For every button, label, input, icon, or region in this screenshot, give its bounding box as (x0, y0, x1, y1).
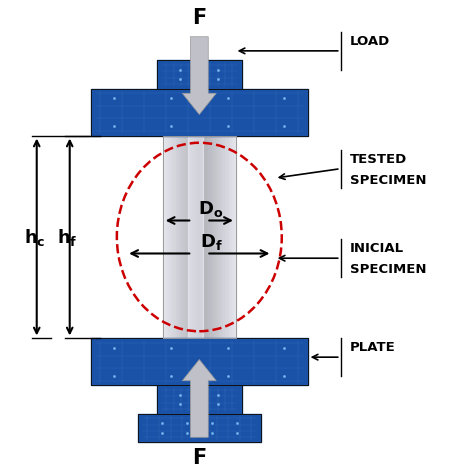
Polygon shape (138, 414, 261, 442)
Polygon shape (157, 385, 242, 414)
FancyArrow shape (182, 36, 216, 115)
Text: SPECIMEN: SPECIMEN (350, 174, 427, 187)
Polygon shape (157, 60, 242, 89)
Polygon shape (91, 338, 308, 385)
Text: F: F (192, 448, 207, 468)
Text: F: F (192, 8, 207, 28)
Text: LOAD: LOAD (350, 35, 391, 48)
Text: TESTED: TESTED (350, 153, 407, 166)
Text: PLATE: PLATE (350, 341, 396, 354)
Text: $\mathbf{h_c}$: $\mathbf{h_c}$ (24, 227, 45, 247)
FancyArrow shape (182, 359, 216, 438)
Text: $\mathbf{D_f}$: $\mathbf{D_f}$ (200, 232, 222, 252)
Text: INICIAL: INICIAL (350, 242, 404, 255)
Text: $\mathbf{h_f}$: $\mathbf{h_f}$ (57, 227, 78, 247)
Polygon shape (91, 89, 308, 136)
Text: $\mathbf{D_o}$: $\mathbf{D_o}$ (199, 199, 224, 219)
Text: SPECIMEN: SPECIMEN (350, 264, 427, 276)
